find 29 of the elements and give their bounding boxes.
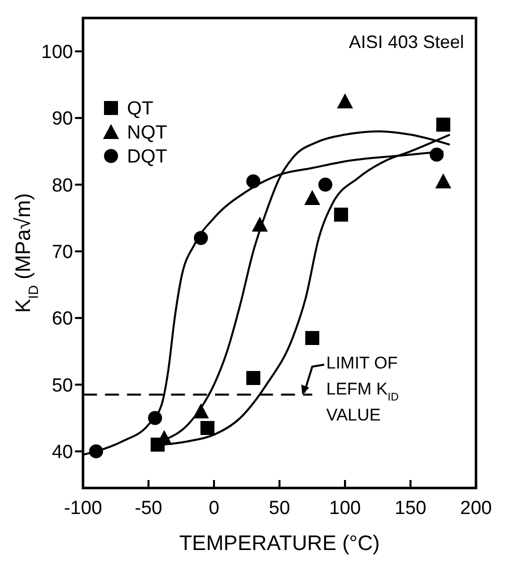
point [435,173,452,188]
point [318,178,332,192]
y-tick-label: 90 [52,108,73,130]
x-tick-label: 200 [460,498,492,519]
legend-label: QT [127,98,154,120]
y-tick-label: 60 [52,308,73,330]
point [304,190,320,205]
y-tick-label: 100 [41,42,73,63]
legend-label: DQT [127,146,168,168]
y-tick-label: 50 [52,375,73,396]
ref-line-label: LIMIT OF LEFM K$_{ID}$ VALUE [326,354,399,425]
y-tick-label: 80 [52,175,73,196]
point [337,93,353,108]
point [200,421,214,435]
point [246,371,260,385]
point [305,331,320,345]
y-tick-label: 40 [52,442,73,463]
x-tick-label: 0 [208,498,220,519]
x-tick-label: 100 [329,498,361,519]
x-tick-label: 50 [268,498,290,519]
x-tick-label: -50 [134,498,162,519]
point [436,118,450,132]
y-tick-label: 70 [52,242,73,263]
annotation: AISI 403 Steel [348,32,464,52]
x-tick-label: 150 [394,498,426,519]
point [334,208,348,222]
x-tick-label: -100 [64,498,102,519]
legend-label: NQT [127,122,168,144]
x-axis-title: TEMPERATURE (°C) [179,532,380,555]
